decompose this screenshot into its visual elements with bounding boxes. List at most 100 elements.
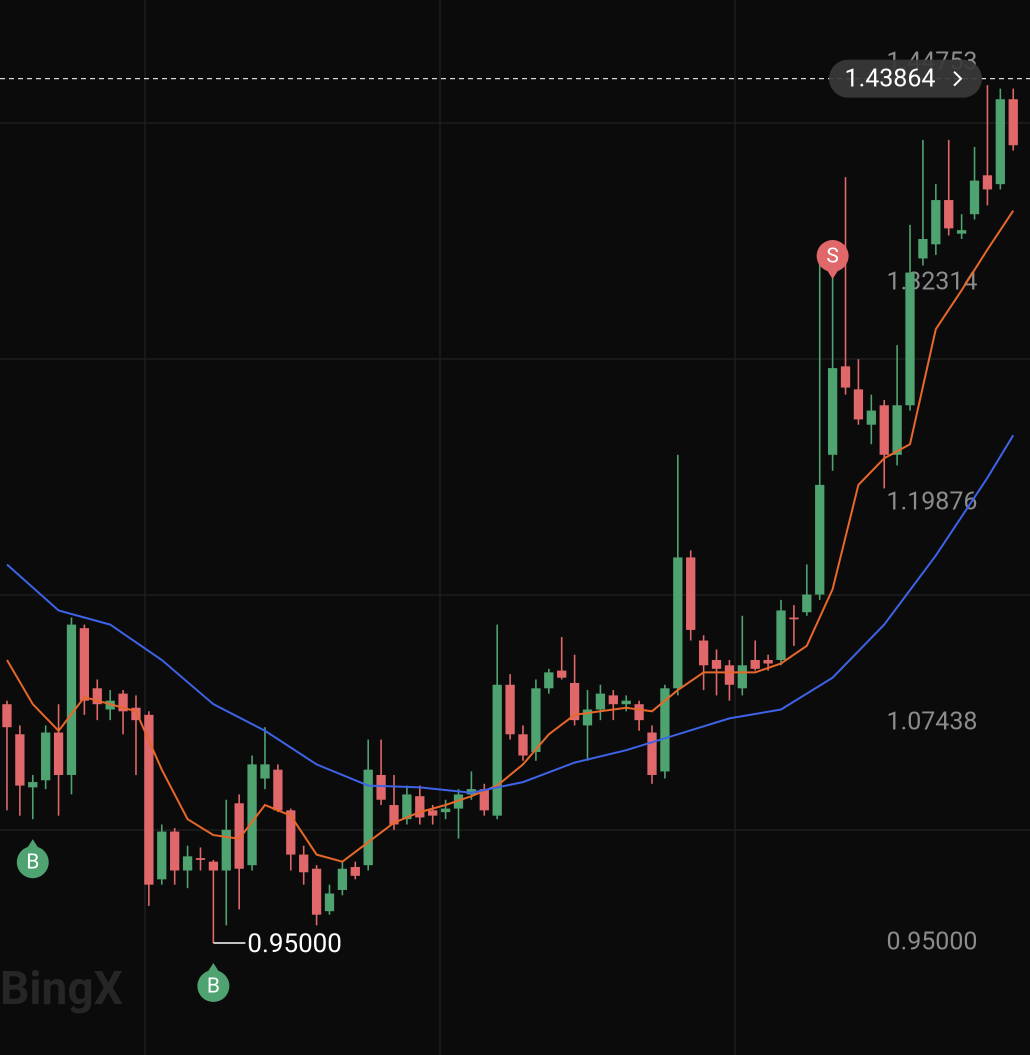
- trade-marker-badge: [816, 239, 849, 272]
- last-price-pill: [829, 59, 982, 98]
- candle-body: [995, 99, 1005, 185]
- candle-body: [247, 764, 257, 866]
- candle-body: [182, 856, 193, 871]
- trade-marker-label: S: [826, 245, 838, 269]
- candle-body: [840, 366, 851, 388]
- candle-body: [569, 682, 580, 721]
- candle-body: [647, 732, 657, 775]
- candle-body: [931, 200, 941, 245]
- candle-body: [518, 734, 528, 756]
- candle-body: [982, 175, 993, 190]
- candle-body: [15, 734, 25, 786]
- candle-body: [892, 405, 902, 455]
- moving-average-line: [6, 210, 1015, 863]
- trade-marker-badge: [16, 846, 49, 879]
- low-label: 0.95000: [247, 929, 342, 959]
- candle-body: [918, 238, 928, 259]
- candle-body: [492, 684, 502, 816]
- candle-body: [299, 854, 309, 873]
- candle-body: [428, 810, 438, 816]
- candle-body: [711, 659, 722, 669]
- candle-body: [221, 829, 231, 871]
- y-tick-label: 1.07438: [887, 708, 978, 737]
- candle-body: [260, 764, 270, 779]
- candle-body: [337, 868, 348, 890]
- candle-body: [170, 831, 180, 871]
- candle-body: [866, 410, 876, 425]
- candle-body: [376, 774, 386, 800]
- candle-body: [208, 861, 219, 871]
- candle-body: [350, 866, 360, 876]
- candle-body: [544, 672, 554, 689]
- candle-body: [621, 700, 631, 705]
- candle-body: [827, 368, 838, 455]
- candle-body: [905, 272, 915, 406]
- y-tick-label: 0.95000: [887, 928, 978, 957]
- y-tick-label: 1.19876: [887, 488, 978, 517]
- candle-body: [673, 557, 683, 689]
- candle-body: [273, 769, 283, 811]
- candle-body: [724, 665, 735, 685]
- candle-body: [660, 688, 670, 772]
- candle-body: [79, 628, 90, 701]
- candle-body: [956, 230, 967, 234]
- trade-marker-label: B: [26, 851, 39, 875]
- candle-body: [66, 624, 77, 775]
- candle-body: [389, 805, 399, 825]
- candle-body: [944, 200, 954, 229]
- candle-body: [763, 659, 773, 664]
- trade-marker-label: B: [207, 975, 220, 999]
- candle-body: [698, 640, 709, 666]
- candle-body: [1008, 99, 1018, 146]
- candle-body: [402, 794, 412, 820]
- candle-body: [2, 704, 12, 728]
- candle-body: [195, 858, 206, 860]
- candle-body: [557, 670, 567, 678]
- candle-body: [789, 617, 799, 620]
- candle-body: [144, 714, 154, 885]
- candle-body: [286, 810, 296, 855]
- candle-body: [608, 695, 618, 705]
- candle-body: [234, 803, 244, 869]
- last-price-label: 1.43864: [845, 64, 936, 93]
- candle-body: [776, 610, 786, 660]
- moving-average-line: [6, 434, 1015, 794]
- candle-body: [879, 405, 889, 455]
- candle-body: [479, 789, 489, 811]
- candle-body: [363, 769, 373, 866]
- candle-body: [686, 557, 696, 630]
- candle-body: [92, 688, 102, 705]
- candle-body: [634, 704, 644, 721]
- trade-marker: B: [197, 963, 230, 1003]
- trade-marker: B: [16, 839, 49, 879]
- candle-body: [118, 693, 128, 712]
- trade-marker: S: [816, 239, 849, 279]
- candle-body: [853, 389, 864, 420]
- candle-body: [750, 659, 760, 669]
- candle-body: [311, 868, 322, 915]
- candle-body: [531, 688, 541, 752]
- candle-body: [815, 484, 825, 595]
- candle-body: [969, 180, 980, 215]
- candle-body: [440, 808, 451, 813]
- candle-body: [505, 684, 515, 735]
- candle-body: [582, 709, 593, 726]
- candle-body: [324, 893, 335, 912]
- watermark: BingX: [0, 962, 123, 1016]
- candle-body: [802, 594, 812, 613]
- trade-marker-badge: [197, 970, 230, 1003]
- last-price-chevron: [953, 70, 963, 87]
- candle-body: [41, 732, 51, 781]
- candle-body: [28, 782, 38, 788]
- candle-body: [415, 796, 425, 818]
- candle-body: [53, 732, 64, 775]
- candle-body: [595, 693, 606, 710]
- candle-body: [131, 707, 141, 721]
- y-tick-label: 1.32314: [887, 268, 978, 297]
- candle-body: [737, 665, 747, 689]
- candle-body: [157, 831, 167, 880]
